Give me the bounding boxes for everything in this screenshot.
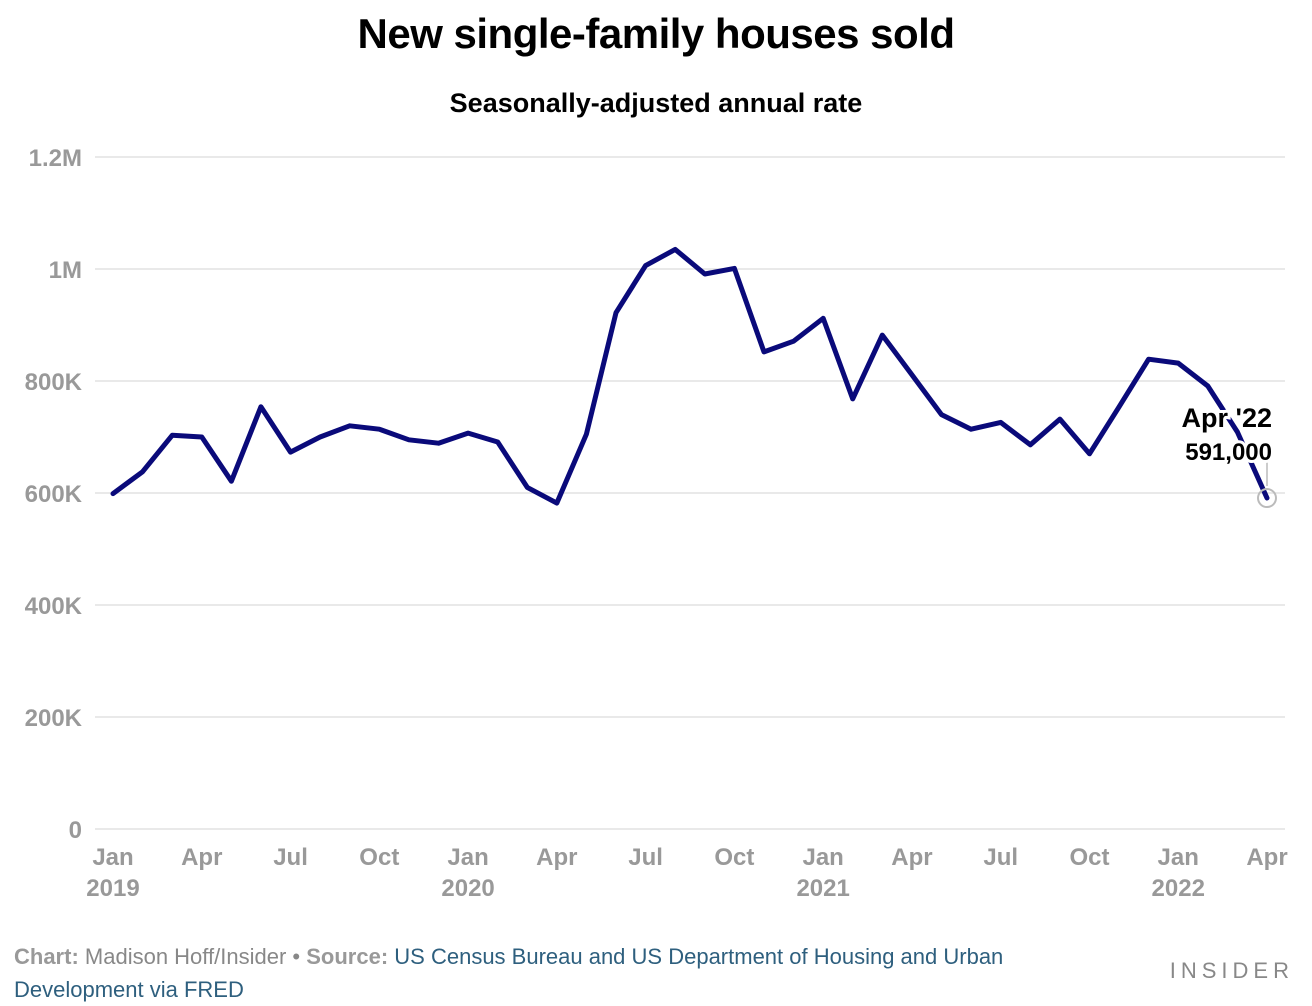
source-link[interactable]: US Census Bureau and US Department of Ho… <box>14 944 1004 1002</box>
annotation-date: Apr '22 <box>1182 403 1272 433</box>
y-tick-label: 800K <box>25 369 83 396</box>
y-tick-label: 1.2M <box>29 145 82 172</box>
gridlines <box>95 156 1285 830</box>
y-tick-label: 0 <box>69 817 82 844</box>
chart-subtitle: Seasonally-adjusted annual rate <box>449 88 863 118</box>
x-tick-label: Oct <box>1069 844 1109 871</box>
source-label: Source: <box>306 944 389 969</box>
x-tick-label: Apr <box>536 844 577 871</box>
x-tick-label: Apr <box>181 844 222 871</box>
x-axis: Jan 2019 Apr Jul Oct Jan 2020 Apr Jul Oct Jan 2021 A… <box>86 844 1287 902</box>
chart-credit-label: Chart: <box>14 944 79 969</box>
x-tick-label: Apr <box>1246 844 1287 871</box>
y-tick-label: 600K <box>25 481 83 508</box>
x-tick-label: Jul <box>273 844 308 871</box>
x-tick-label: Jan <box>1158 844 1199 871</box>
annotation-value: 591,000 <box>1185 439 1272 466</box>
x-tick-year: 2019 <box>86 875 139 902</box>
x-tick-label: Oct <box>714 844 754 871</box>
y-tick-label: 1M <box>49 257 82 284</box>
annotation-marker <box>1257 488 1277 509</box>
x-tick-label: Jul <box>983 844 1018 871</box>
y-tick-label: 200K <box>25 705 83 732</box>
x-tick-year: 2021 <box>796 875 849 902</box>
x-tick-label: Jan <box>447 844 488 871</box>
y-axis: 0 200K 400K 600K 800K 1M 1.2M <box>25 145 83 844</box>
x-tick-year: 2020 <box>441 875 494 902</box>
x-tick-label: Jan <box>92 844 133 871</box>
footer: Chart: Madison Hoff/Insider • Source: US… <box>14 940 1094 1006</box>
chart-credit: Madison Hoff/Insider <box>84 944 287 969</box>
insider-logo: INSIDER <box>1169 958 1294 983</box>
x-tick-label: Oct <box>359 844 399 871</box>
x-tick-label: Jan <box>802 844 843 871</box>
y-tick-label: 400K <box>25 593 83 620</box>
series-line <box>110 246 1270 506</box>
x-tick-label: Jul <box>628 844 663 871</box>
x-tick-year: 2022 <box>1152 875 1205 902</box>
end-annotation: Apr '22 591,000 <box>1179 400 1277 509</box>
x-tick-label: Apr <box>891 844 932 871</box>
footer-separator: • <box>292 944 301 969</box>
chart-title: New single-family houses sold <box>357 10 955 57</box>
line-chart: 0 200K 400K 600K 800K 1M 1.2M Jan 2019 Apr Jul Oct… <box>25 145 1288 902</box>
